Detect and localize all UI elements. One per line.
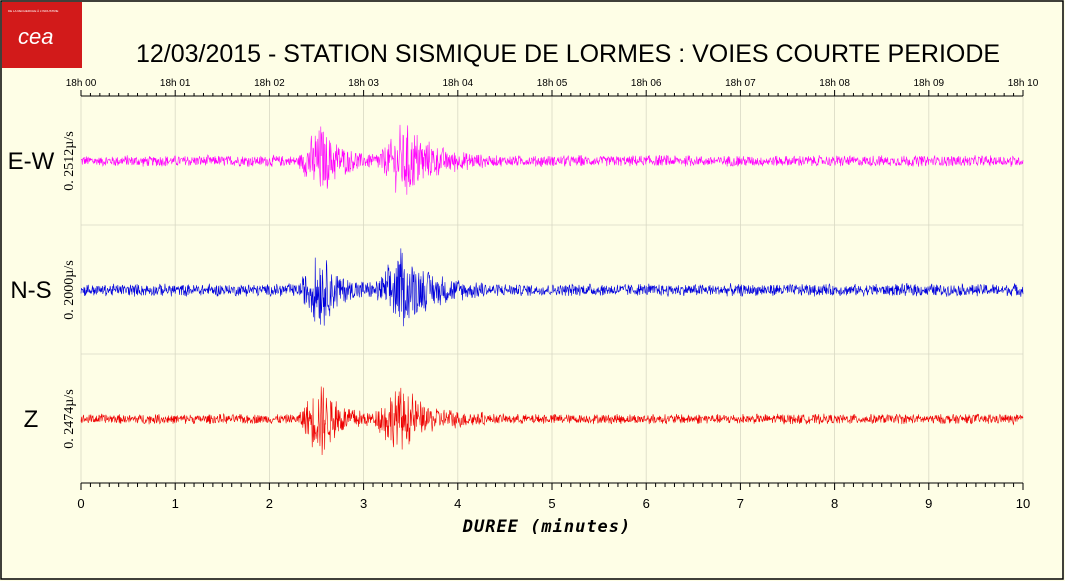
cea-logo-tagline: DE LA RECHERCHE À L'INDUSTRIE — [8, 9, 58, 13]
channel-scale-label: 0. 2512µ/s — [62, 131, 77, 190]
channel-scale-label: 0. 2474µ/s — [62, 389, 77, 448]
top-tick-label: 18h 04 — [443, 78, 474, 89]
cea-logo-background — [2, 2, 82, 68]
top-tick-label: 18h 00 — [66, 78, 97, 89]
trace-z — [80, 386, 1024, 456]
bottom-tick-label: 2 — [266, 496, 273, 511]
cea-logo: DE LA RECHERCHE À L'INDUSTRIE cea — [2, 2, 82, 68]
top-tick-label: 18h 08 — [819, 78, 850, 89]
bottom-tick-label: 9 — [925, 496, 932, 511]
bottom-tick-label: 8 — [831, 496, 838, 511]
top-tick-label: 18h 07 — [725, 78, 756, 89]
bottom-tick-label: 4 — [454, 496, 461, 511]
trace-e-w — [80, 124, 1024, 195]
trace-n-s — [80, 248, 1024, 327]
chart-title: 12/03/2015 - STATION SISMIQUE DE LORMES … — [136, 40, 1000, 68]
top-tick-label: 18h 09 — [914, 78, 945, 89]
top-tick-label: 18h 03 — [348, 78, 379, 89]
bottom-tick-label: 5 — [548, 496, 555, 511]
x-axis-label: DUREE (minutes) — [462, 517, 632, 537]
top-time-axis: 18h 00 18h 01 18h 02 18h 03 18h 04 18h 05 18h … — [66, 78, 1039, 97]
channel-labels: E-W 0. 2512µ/s N-S 0. 2000µ/s Z 0. 2474µ/s — [8, 131, 77, 448]
top-tick-label: 18h 06 — [631, 78, 662, 89]
bottom-tick-label: 0 — [77, 496, 84, 511]
channel-label: Z — [24, 406, 39, 433]
bottom-duration-axis: 0 1 2 3 4 5 6 7 8 9 10 — [77, 482, 1030, 511]
bottom-tick-label: 7 — [737, 496, 744, 511]
seismic-traces — [80, 124, 1024, 456]
bottom-tick-label: 1 — [172, 496, 179, 511]
top-tick-label: 18h 01 — [160, 78, 191, 89]
bottom-tick-label: 3 — [360, 496, 367, 511]
bottom-tick-label: 6 — [643, 496, 650, 511]
bottom-tick-label: 10 — [1016, 496, 1030, 511]
top-tick-label: 18h 02 — [254, 78, 285, 89]
top-tick-label: 18h 05 — [537, 78, 568, 89]
top-tick-label: 18h 10 — [1008, 78, 1039, 89]
channel-label: N-S — [10, 277, 51, 304]
cea-logo-text: cea — [18, 24, 53, 49]
channel-label: E-W — [8, 148, 55, 175]
channel-scale-label: 0. 2000µ/s — [62, 260, 77, 319]
